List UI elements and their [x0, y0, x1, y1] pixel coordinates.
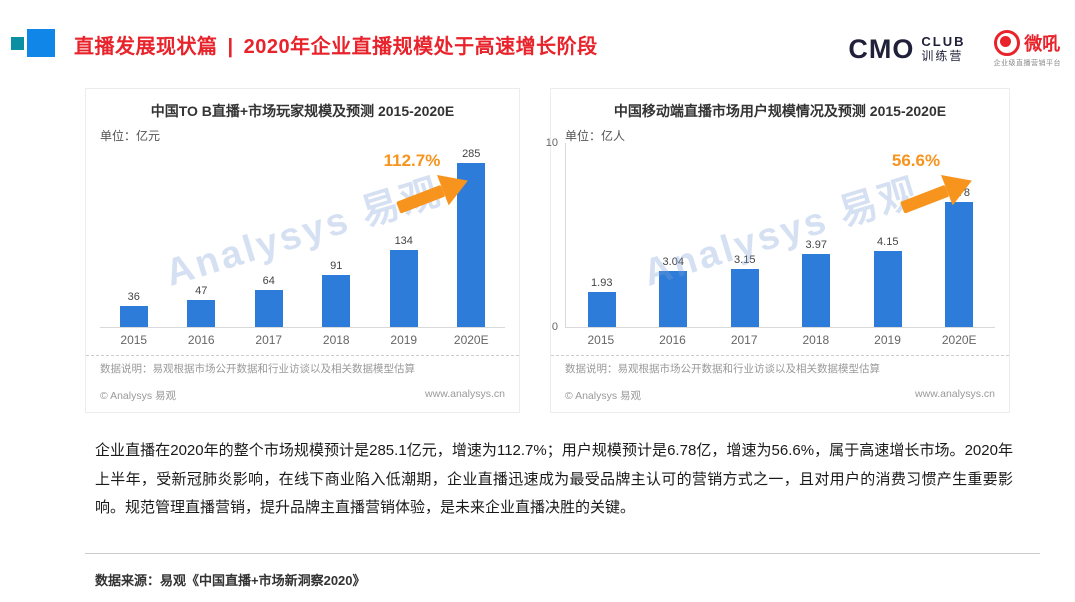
blue-square-decoration — [27, 29, 55, 57]
x-axis-tick-label: 2019 — [874, 333, 901, 347]
bar-value-label: 3.15 — [734, 254, 756, 267]
x-axis-labels: 2015 2016 2017 2018 2019 2020E — [100, 333, 505, 347]
growth-arrow-icon — [396, 175, 468, 214]
bar — [457, 163, 486, 327]
bar — [873, 250, 902, 327]
copyright-label: © Analysys 易观 — [565, 390, 642, 402]
bar — [945, 202, 974, 327]
x-axis-labels: 2015 2016 2017 2018 2019 2020E — [565, 333, 995, 347]
bar — [187, 299, 216, 327]
bar-value-label: 47 — [195, 284, 208, 297]
title-divider: | — [227, 36, 234, 58]
vhall-name: 微吼 — [1024, 34, 1061, 54]
vhall-logo: 微吼 企业级直播营销平台 — [994, 30, 1062, 68]
chart-meta: © Analysys 易观 www.analysys.cn — [551, 376, 1009, 412]
plot-area: Analysys 易观 112.7% 36 47 64 91 134 285 — [100, 143, 505, 328]
bar-column: 3.97 — [781, 143, 853, 327]
title-main: 2020年企业直播规模处于高速增长阶段 — [243, 36, 598, 58]
x-axis-tick-label: 2016 — [659, 333, 686, 347]
vhall-tagline: 企业级直播营销平台 — [993, 60, 1061, 67]
plot-area: Analysys 易观 56.6% 1.933.043.153.974.156.… — [546, 137, 996, 333]
x-axis-tick-label: 2019 — [390, 333, 418, 347]
data-source: 数据来源：易观《中国直播+市场新洞察2020》 — [95, 572, 366, 588]
bar-value-label: 285 — [462, 148, 481, 161]
growth-annotation: 112.7% — [357, 151, 468, 217]
bar-value-label: 1.93 — [591, 276, 613, 289]
bar-value-label: 4.15 — [877, 235, 899, 248]
chart-tob-live-market: 中国TO B直播+市场玩家规模及预测 2015-2020E 单位：亿元 Anal… — [85, 88, 520, 413]
bar-value-label: 91 — [330, 259, 343, 272]
x-axis-tick-label: 2015 — [120, 333, 148, 347]
summary-text: 企业直播在2020年的整个市场规模预计是285.1亿元，增速为112.7%；用户… — [95, 442, 1013, 516]
bar — [730, 269, 759, 327]
bar-column: 1.93 — [566, 143, 638, 327]
bar — [659, 271, 688, 327]
copyright-label: © Analysys 易观 — [100, 390, 177, 402]
x-axis-tick-label: 2020E — [453, 333, 489, 347]
bar-column: 47 — [168, 143, 236, 327]
x-axis-tick-label: 2020E — [941, 333, 977, 347]
bar-column: 64 — [235, 143, 303, 327]
growth-percentage: 112.7% — [383, 151, 441, 170]
x-axis-tick-label: 2017 — [730, 333, 758, 347]
bar-column: 3.15 — [709, 143, 781, 327]
teal-square-decoration — [11, 37, 24, 50]
x-axis-tick-label: 2018 — [802, 333, 830, 347]
header: 直播发展现状篇 | 2020年企业直播规模处于高速增长阶段 CMO CLUB 训… — [0, 0, 1075, 68]
y-axis-tick-label: 10 — [545, 137, 558, 149]
bar-column: 6.78 — [924, 143, 996, 327]
bar-column: 3.04 — [638, 143, 710, 327]
chart-title: 中国TO B直播+市场玩家规模及预测 2015-2020E — [150, 103, 455, 119]
title-marker — [10, 28, 60, 60]
cmo-camp-text: 训练营 — [921, 49, 964, 64]
y-axis-tick-label: 0 — [551, 321, 558, 333]
bar — [802, 253, 831, 327]
growth-percentage: 56.6% — [891, 151, 941, 170]
website-label: www.analysys.cn — [425, 388, 505, 400]
charts-row: 中国TO B直播+市场玩家规模及预测 2015-2020E 单位：亿元 Anal… — [85, 88, 1010, 413]
divider-line — [85, 552, 1040, 554]
bar-column: 91 — [303, 143, 371, 327]
x-axis-tick-label: 2017 — [255, 333, 283, 347]
x-axis-tick-label: 2018 — [322, 333, 350, 347]
bar-column: 4.15 — [852, 143, 924, 327]
cmo-logo-stack: CLUB 训练营 — [921, 33, 966, 64]
bar-column: 285 — [438, 143, 506, 327]
bar — [389, 249, 418, 327]
chart-title: 中国移动端直播市场用户规模情况及预测 2015-2020E — [613, 103, 947, 119]
chart-unit-label: 单位：亿元 — [100, 129, 161, 143]
vhall-logo-row: 微吼 — [994, 30, 1060, 56]
chart-mobile-live-users: 中国移动端直播市场用户规模情况及预测 2015-2020E 单位：亿人 Anal… — [546, 88, 1010, 413]
bar-value-label: 36 — [127, 291, 140, 304]
title-section: 直播发展现状篇 — [74, 36, 218, 58]
page-title: 直播发展现状篇 | 2020年企业直播规模处于高速增长阶段 — [74, 30, 598, 59]
cmo-logo-text: CMO — [848, 33, 915, 64]
vhall-circle-icon — [994, 30, 1021, 56]
x-axis-tick-label: 2016 — [187, 333, 215, 347]
website-label: www.analysys.cn — [915, 388, 995, 400]
bar-value-label: 3.04 — [662, 256, 684, 269]
bar-value-label: 3.97 — [805, 238, 827, 251]
x-axis-tick-label: 2015 — [587, 333, 615, 347]
bar-column: 36 — [100, 143, 168, 327]
growth-arrow-icon — [900, 175, 972, 214]
chart-unit-label: 单位：亿人 — [565, 129, 626, 143]
bar-value-label: 134 — [394, 234, 413, 247]
growth-annotation: 56.6% — [861, 151, 972, 217]
logos: CMO CLUB 训练营 微吼 企业级直播营销平台 — [848, 28, 1061, 68]
chart-note: 数据说明：易观根据市场公开数据和行业访谈以及相关数据模型估算 — [86, 355, 519, 376]
cmo-club-logo: CMO CLUB 训练营 — [848, 34, 965, 65]
bar — [322, 274, 351, 327]
bar-column: 134 — [370, 143, 438, 327]
cmo-club-text: CLUB — [921, 33, 966, 49]
bar — [587, 291, 616, 327]
bar — [254, 290, 283, 327]
bar — [119, 306, 148, 327]
chart-note: 数据说明：易观根据市场公开数据和行业访谈以及相关数据模型估算 — [551, 355, 1009, 376]
chart-meta: © Analysys 易观 www.analysys.cn — [86, 376, 519, 412]
bar-value-label: 64 — [262, 275, 275, 288]
